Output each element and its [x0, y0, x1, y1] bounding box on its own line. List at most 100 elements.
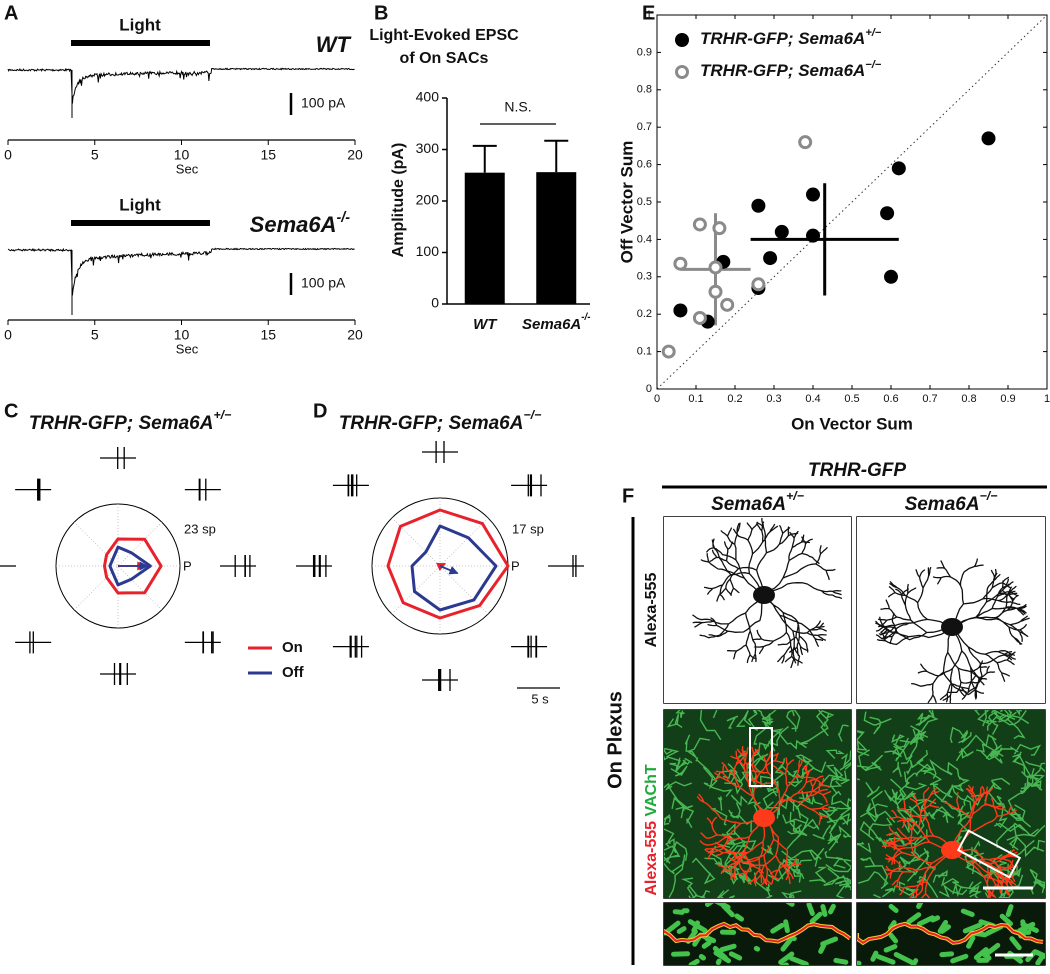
spike-trace — [422, 441, 458, 463]
error-bar — [544, 141, 568, 172]
tuning-polygon — [412, 526, 496, 610]
y-tick-label: 0.2 — [637, 308, 652, 320]
x-tick-label: 20 — [347, 147, 363, 163]
vector-sum-arrow — [440, 566, 458, 573]
x-tick-label: 0.3 — [766, 393, 781, 405]
legend-name: TRHR-GFP; Sema6A — [700, 61, 865, 80]
group-title: TRHR-GFP — [808, 460, 906, 481]
genotype-label: WT — [473, 316, 498, 333]
panel-letter: C — [4, 400, 18, 422]
y-axis-label: Amplitude (pA) — [390, 143, 407, 258]
x-tick-label: 5 — [91, 327, 99, 343]
chart-title: of On SACs — [400, 50, 489, 67]
x-tick-label: 15 — [260, 327, 276, 343]
polar-radius-label: 17 sp — [512, 521, 544, 536]
point — [806, 188, 820, 202]
legend-label: TRHR-GFP; Sema6A+/− — [700, 27, 882, 49]
point — [714, 223, 725, 234]
spike-trace — [333, 474, 369, 496]
bar — [536, 172, 576, 304]
spike-trace — [296, 555, 332, 577]
significance-label: N.S. — [504, 99, 531, 115]
y-tick-label: 0.8 — [637, 84, 652, 96]
soma — [753, 809, 775, 827]
point — [892, 161, 906, 175]
y-tick-label: 200 — [416, 192, 440, 208]
panel-letter: A — [4, 2, 18, 24]
genotype-superscript: -/- — [337, 210, 351, 226]
genotype-name: Sema6A — [522, 316, 581, 333]
x-axis-label: Sec — [176, 161, 199, 176]
scale-label: 5 s — [531, 691, 549, 706]
y-tick-label: 1 — [646, 9, 652, 21]
point — [763, 251, 777, 265]
fill-image — [664, 517, 851, 703]
y-tick-label: 0 — [646, 383, 652, 395]
stain-label: Alexa-555 — [643, 821, 660, 896]
stimulus-label: Light — [119, 195, 161, 214]
point — [753, 279, 764, 290]
genotype-label: TRHR-GFP; Sema6A−/− — [339, 408, 542, 434]
spike-trace — [220, 555, 256, 577]
spike-trace — [100, 447, 136, 469]
panel-letter: B — [374, 2, 388, 24]
soma — [753, 586, 775, 604]
y-tick-label: 0.1 — [637, 346, 652, 358]
x-tick-label: 0 — [4, 327, 12, 343]
y-axis-label: Off Vector Sum — [617, 141, 636, 264]
genotype-label: Sema6A−/− — [905, 489, 998, 515]
y-tick-label: 0.9 — [637, 46, 652, 58]
genotype-superscript: −/− — [523, 408, 541, 422]
genotype-name: Sema6A — [250, 212, 337, 237]
genotype-superscript: −/− — [980, 489, 998, 503]
point — [673, 303, 687, 317]
legend-name: TRHR-GFP; Sema6A — [700, 29, 865, 48]
genotype-name: TRHR-GFP; Sema6A — [339, 413, 524, 434]
genotype-name: WT — [316, 32, 352, 57]
genotype-label: WT — [316, 32, 352, 57]
point — [675, 258, 686, 269]
panel-letter: D — [313, 400, 327, 422]
legend-label: Off — [282, 664, 305, 681]
spike-trace — [511, 636, 547, 658]
y-tick-label: 0 — [431, 295, 439, 311]
x-tick-label: 20 — [347, 327, 363, 343]
genotype-name: Sema6A — [711, 494, 786, 515]
stimulus-label: Light — [119, 15, 161, 34]
spike-trace — [185, 479, 221, 501]
x-tick-label: 0.8 — [961, 393, 976, 405]
x-tick-label: 10 — [174, 327, 190, 343]
genotype-label: Sema6A-/- — [250, 210, 351, 237]
spike-trace — [15, 631, 51, 653]
x-tick-label: 0.4 — [805, 393, 820, 405]
point — [710, 262, 721, 273]
genotype-name: WT — [473, 316, 498, 333]
x-tick-label: 15 — [260, 147, 276, 163]
x-tick-label: 0 — [4, 147, 12, 163]
x-tick-label: 0.6 — [883, 393, 898, 405]
error-bar — [473, 146, 497, 173]
panel-letter: F — [622, 485, 634, 507]
spike-trace — [548, 555, 584, 577]
point — [775, 225, 789, 239]
point — [663, 346, 674, 357]
point — [710, 286, 721, 297]
row-label: Alexa-555 — [643, 573, 660, 648]
polar-radius-label: 23 sp — [184, 521, 216, 536]
fill-image — [857, 517, 1045, 703]
scale-label: 100 pA — [301, 275, 346, 291]
x-tick-label: 0 — [654, 393, 660, 405]
x-tick-label: 0.5 — [844, 393, 859, 405]
x-tick-label: 0.9 — [1000, 393, 1015, 405]
legend-superscript: −/− — [865, 59, 882, 71]
point — [880, 206, 894, 220]
image-bg — [664, 517, 851, 703]
point — [800, 137, 811, 148]
legend-marker — [675, 33, 689, 47]
genotype-superscript: +/− — [786, 489, 804, 503]
group-label: On Plexus — [604, 691, 626, 789]
y-tick-label: 0.5 — [637, 196, 652, 208]
genotype-name: TRHR-GFP; Sema6A — [29, 413, 214, 434]
